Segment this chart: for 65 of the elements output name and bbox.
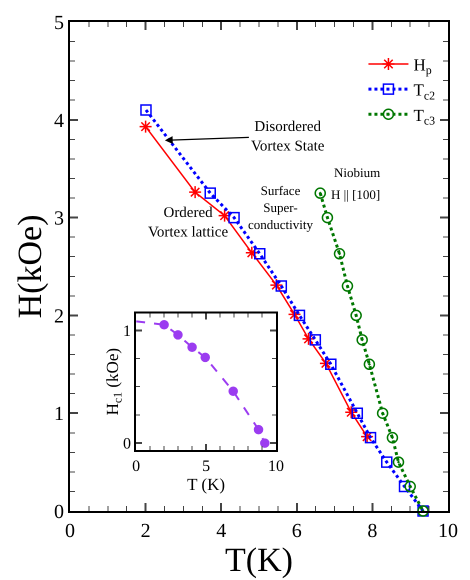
- annotation: Ordered Vortex lattice: [148, 205, 228, 240]
- point: [364, 358, 376, 370]
- point: [138, 120, 152, 134]
- legend-label: T$_{c3}$: [413, 106, 436, 128]
- legend-label: H$_{p}$: [413, 56, 432, 78]
- point: [342, 280, 354, 292]
- x-axis-title: T(K): [225, 542, 293, 579]
- y-tick-label: 0: [54, 501, 64, 523]
- point: [204, 187, 216, 199]
- point: [294, 310, 306, 322]
- point: [319, 356, 333, 370]
- point: [270, 278, 284, 292]
- point: [302, 332, 316, 346]
- y-tick-label: 4: [54, 110, 64, 132]
- annotation: H || [100]: [331, 187, 380, 202]
- point: [187, 342, 197, 352]
- point: [140, 104, 152, 116]
- point: [356, 334, 368, 346]
- point: [350, 310, 362, 322]
- point: [364, 432, 376, 444]
- point: [254, 424, 264, 434]
- point: [245, 246, 259, 260]
- point: [173, 330, 183, 340]
- annotation: Disordered Vortex State: [251, 119, 325, 154]
- point: [276, 280, 288, 292]
- point: [228, 212, 240, 224]
- x-tick-label: 6: [292, 520, 302, 542]
- legend-label: T$_{c2}$: [413, 80, 436, 102]
- point: [352, 407, 364, 419]
- annotation: Niobium: [334, 165, 380, 180]
- point: [254, 248, 266, 260]
- point: [381, 456, 393, 468]
- point: [360, 430, 374, 444]
- x-axis-title: T (K): [187, 475, 226, 494]
- point: [260, 438, 270, 448]
- x-tick-label: 10: [438, 520, 458, 542]
- point: [228, 386, 238, 396]
- point: [404, 480, 416, 492]
- point: [322, 212, 334, 224]
- point: [310, 334, 322, 346]
- y-tick-label: 2: [54, 305, 64, 328]
- point: [200, 352, 210, 362]
- x-tick-label: 2: [140, 520, 151, 542]
- point: [188, 185, 202, 199]
- y-axis-title: H(kOe): [12, 214, 50, 318]
- point: [325, 358, 337, 370]
- point: [398, 480, 410, 492]
- point: [376, 407, 388, 419]
- y-tick-label: 5: [54, 12, 64, 34]
- point: [159, 320, 169, 330]
- x-tick-label: 8: [367, 520, 378, 542]
- x-tick-label: 4: [216, 520, 226, 542]
- annotation: Surface Super- conductivity: [248, 183, 314, 232]
- y-tick-label: 1: [54, 403, 64, 426]
- point: [218, 208, 232, 222]
- y-tick-label: 3: [54, 208, 64, 230]
- x-tick-label: 5: [202, 458, 210, 476]
- point: [392, 456, 404, 468]
- y-tick-label: 1: [122, 322, 131, 340]
- point: [344, 405, 358, 419]
- point: [314, 187, 326, 199]
- point: [386, 432, 398, 444]
- x-tick-label: 10: [268, 458, 284, 476]
- point: [334, 248, 346, 260]
- point: [288, 308, 302, 322]
